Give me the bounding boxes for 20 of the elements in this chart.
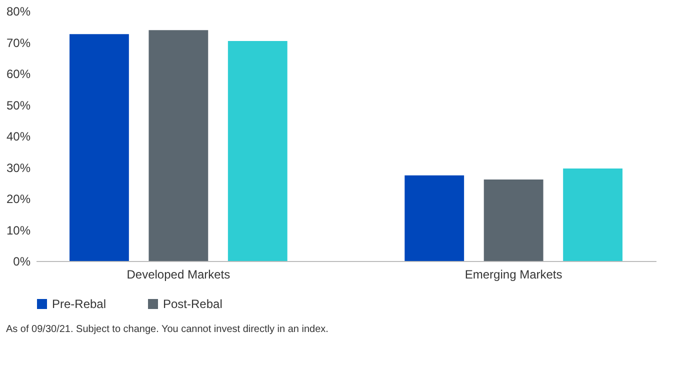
y-tick-label: 50%	[6, 98, 31, 112]
y-tick-label: 10%	[6, 223, 31, 238]
y-tick-label: 70%	[6, 36, 31, 50]
legend-label: Pre-Rebal	[52, 297, 106, 311]
y-tick-label: 60%	[6, 67, 31, 81]
y-tick-label: 30%	[6, 160, 31, 175]
y-tick-label: 80%	[6, 4, 31, 18]
text: As of 09/30/21. Subject to change. You cannot invest directly in an index.	[6, 324, 328, 335]
bar	[228, 41, 288, 261]
x-tick-label: Emerging Markets	[464, 268, 562, 282]
y-tick-label: 20%	[6, 192, 31, 206]
y-tick-label: 0%	[13, 254, 31, 268]
x-tick-label: Developed Markets	[126, 268, 230, 282]
bar	[70, 34, 129, 261]
y-tick-label: 40%	[6, 130, 31, 144]
bar	[148, 30, 208, 261]
bar	[404, 175, 464, 261]
bar	[563, 168, 622, 261]
bar	[484, 179, 544, 261]
legend-label: Post-Rebal	[163, 297, 222, 311]
